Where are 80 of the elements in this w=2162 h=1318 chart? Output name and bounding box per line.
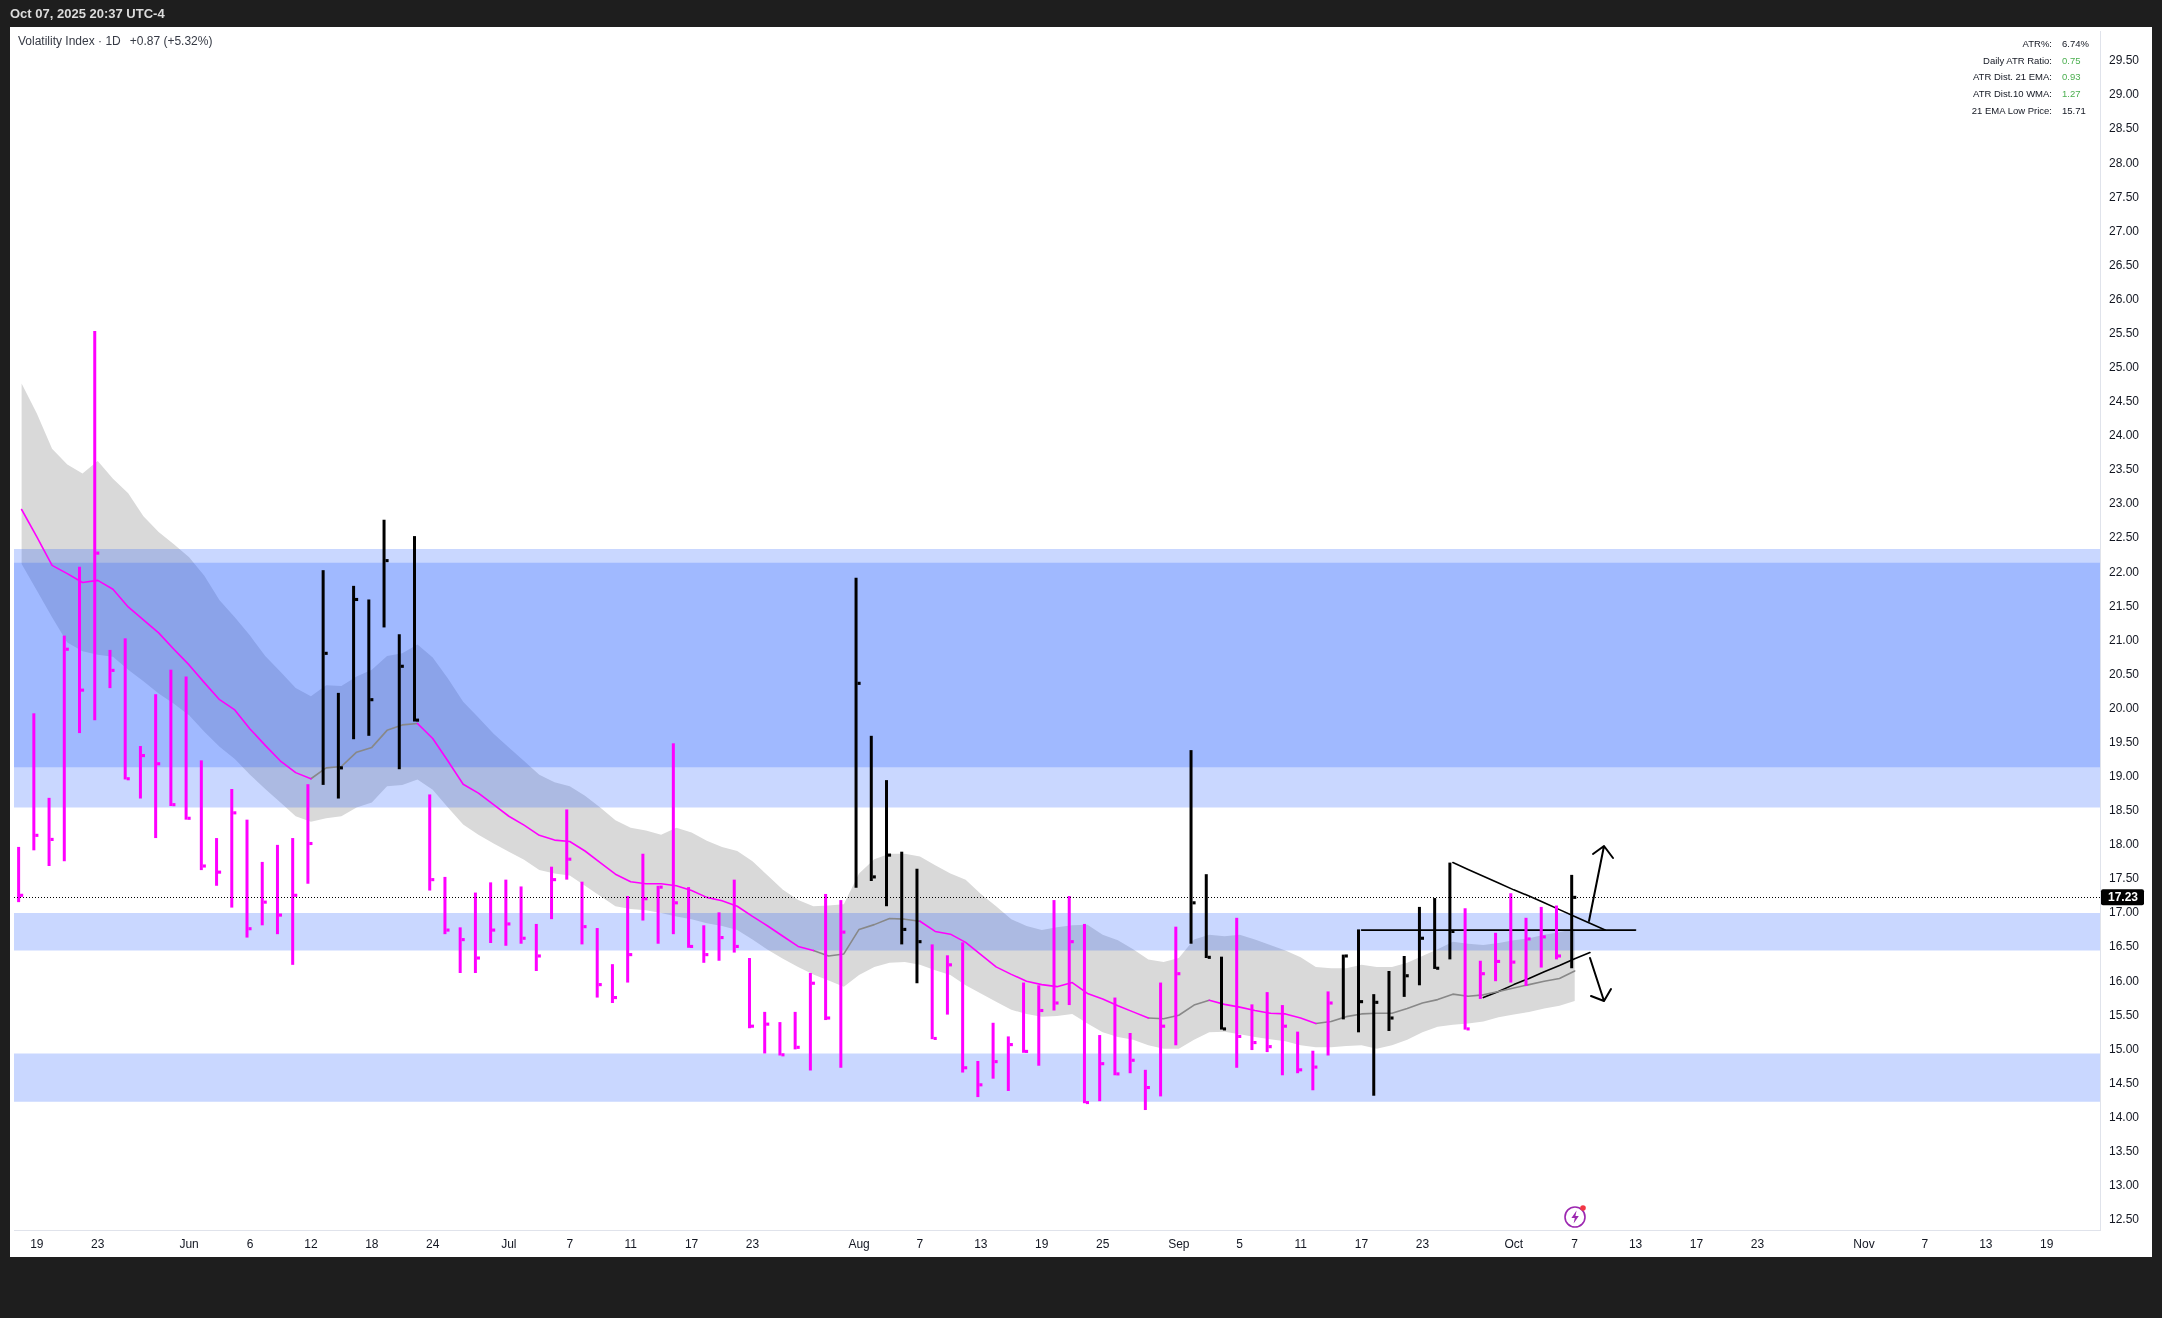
annotation: 0.75 [2062,53,2082,68]
y-tick-label: 20.00 [2109,700,2140,715]
x-tick-label: 13 [974,1236,988,1251]
annotation: ATR%: [2021,37,2052,51]
y-tick-label: 19.50 [2109,734,2140,749]
x-tick-label: 13 [1628,1236,1643,1251]
y-tick-label: 29.00 [2109,87,2140,102]
x-tick-label: 13 [1979,1236,1993,1251]
y-tick-label: 24.00 [2109,428,2140,443]
x-tick-label: 7 [566,1236,574,1251]
y-tick-label: 25.00 [2109,360,2140,375]
x-tick-label: Nov [1853,1236,1875,1251]
y-tick-label: 17.00 [2109,905,2140,920]
x-tick-label: 23 [745,1236,760,1251]
chart-subtitle: +0.87 (+5.32%) [129,34,213,48]
x-tick-label: Aug [848,1236,870,1251]
text: Oct 07, 2025 20:37 UTC-4 [10,5,165,23]
x-tick-label: 7 [916,1236,924,1251]
x-tick-label: 17 [684,1236,699,1251]
x-tick-label: Sep [1168,1236,1190,1251]
x-tick-label: Jul [501,1236,517,1251]
y-tick-label: 13.50 [2109,1143,2140,1158]
x-tick-label: Oct [1504,1236,1524,1251]
x-tick-label: 19 [2040,1236,2054,1251]
x-tick-label: 5 [1236,1236,1244,1251]
x-tick-label: Jun [179,1236,199,1251]
y-tick-label: 27.00 [2109,223,2140,238]
y-tick-label: 12.50 [2109,1212,2140,1227]
y-tick-label: 21.00 [2109,632,2140,647]
ref-line-label: 17.23 [2108,890,2139,905]
y-tick-label: 29.50 [2109,53,2140,68]
y-tick-label: 15.50 [2109,1007,2140,1022]
y-tick-label: 23.50 [2109,462,2140,477]
annotation: 21 EMA Low Price: [1971,103,2052,118]
x-tick-label: 11 [624,1236,638,1251]
x-tick-label: 24 [426,1236,440,1251]
x-tick-label: 23 [91,1236,105,1251]
annotation: 6.74% [2062,37,2089,51]
x-tick-label: 17 [1354,1236,1369,1251]
annotation: 1.27 [2062,87,2082,102]
y-tick-label: 27.50 [2109,189,2140,204]
x-tick-label: 11 [1294,1236,1308,1251]
y-tick-label: 28.00 [2109,155,2140,170]
y-tick-label: 21.50 [2109,598,2140,613]
y-tick-label: 18.50 [2109,803,2140,818]
annotation: 15.71 [2062,103,2087,118]
annotation: Daily ATR Ratio: [1982,53,2052,68]
x-tick-label: 19 [30,1236,44,1251]
y-tick-label: 13.00 [2109,1178,2140,1193]
y-tick-label: 17.50 [2109,871,2140,886]
y-tick-label: 15.00 [2109,1041,2140,1056]
x-tick-label: 19 [1035,1236,1049,1251]
x-tick-label: 18 [365,1236,379,1251]
y-tick-label: 14.50 [2109,1075,2140,1090]
x-tick-label: 25 [1096,1236,1110,1251]
y-tick-label: 22.00 [2109,564,2140,579]
x-tick-label: 17 [1689,1236,1704,1251]
chart-title: Volatility Index · 1D [18,34,121,48]
annotation: ATR Dist. 21 EMA: [1972,70,2052,85]
y-tick-label: 16.00 [2109,973,2140,988]
y-tick-label: 16.50 [2109,939,2140,954]
y-tick-label: 18.00 [2109,837,2140,852]
annotation: ATR Dist.10 WMA: [1972,87,2052,102]
y-tick-label: 26.00 [2109,291,2140,306]
y-tick-label: 23.00 [2109,496,2140,511]
x-tick-label: 12 [304,1236,318,1251]
x-tick-label: 7 [1571,1236,1579,1251]
x-tick-label: 23 [1750,1236,1765,1251]
y-tick-label: 24.50 [2109,394,2140,409]
y-tick-label: 14.00 [2109,1109,2140,1124]
y-tick-label: 25.50 [2109,325,2140,340]
annotation: 0.93 [2062,70,2082,85]
y-tick-label: 20.50 [2109,666,2140,681]
y-tick-label: 28.50 [2109,121,2140,136]
x-tick-label: 23 [1415,1236,1430,1251]
x-tick-label: 7 [1921,1236,1929,1251]
y-tick-label: 19.00 [2109,769,2140,784]
y-tick-label: 26.50 [2109,257,2140,272]
x-tick-label: 6 [246,1236,254,1251]
y-tick-label: 22.50 [2109,530,2140,545]
